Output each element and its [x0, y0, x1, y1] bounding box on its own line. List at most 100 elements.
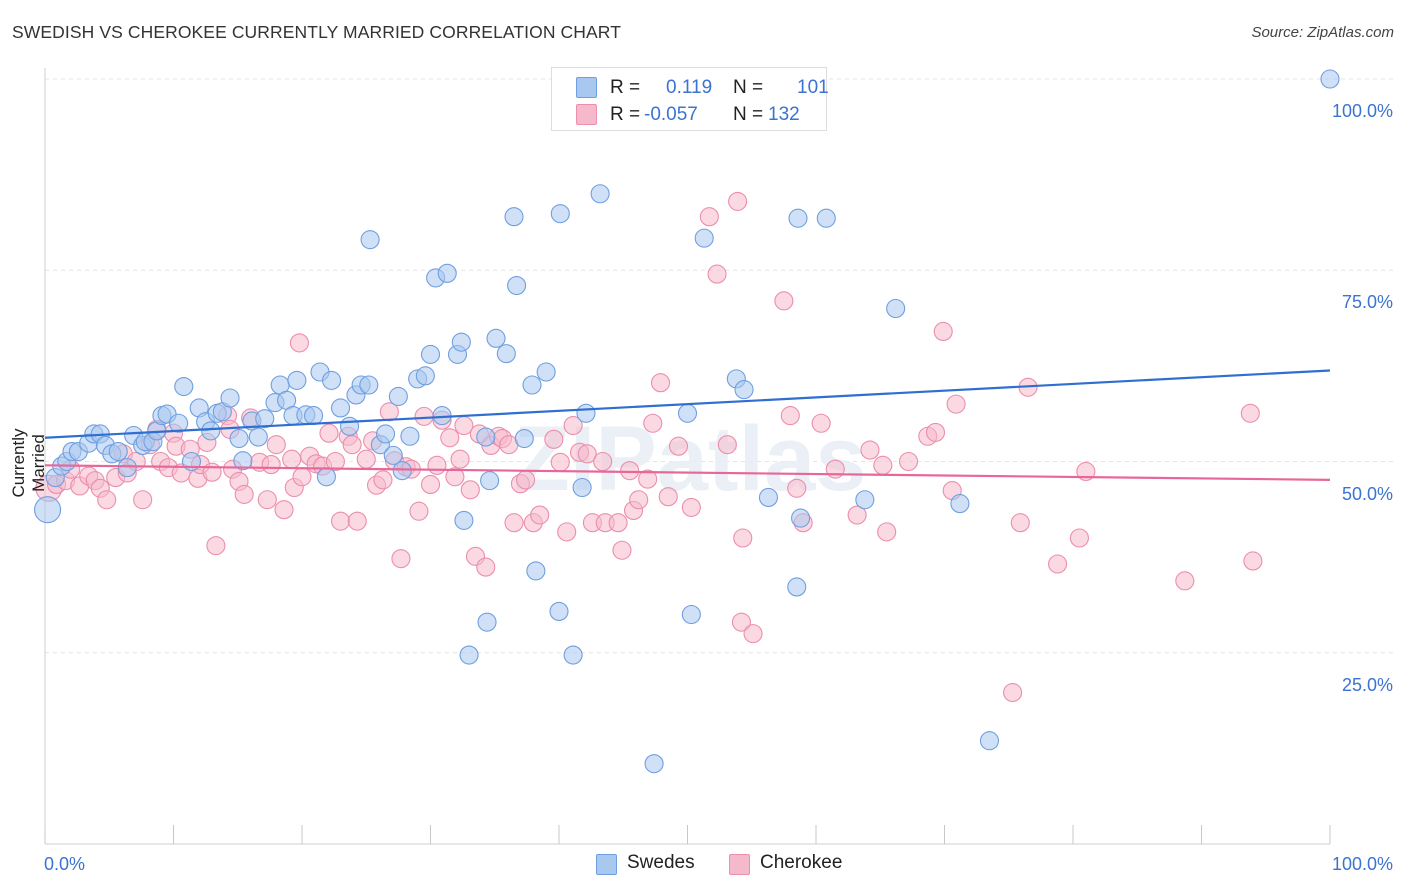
- cherokee-point: [476, 557, 496, 577]
- cherokee-point: [898, 451, 919, 472]
- swedes-point: [339, 416, 360, 436]
- swedes-point: [787, 577, 807, 597]
- swedes-point: [855, 490, 875, 510]
- swedes-trend-line: [44, 369, 1331, 439]
- swedes-point: [734, 380, 754, 400]
- cherokee-point: [877, 522, 897, 542]
- cherokee-point: [504, 513, 524, 533]
- cherokee-point: [593, 451, 613, 472]
- swedes-point: [201, 421, 221, 441]
- cherokee-point: [427, 455, 447, 475]
- cherokee-point: [717, 435, 737, 455]
- swedes-point: [359, 375, 379, 395]
- legend-cherokee-label: Cherokee: [760, 852, 843, 873]
- swedes-point: [287, 370, 307, 390]
- cherokee-point: [414, 406, 434, 426]
- swedes-point: [451, 332, 471, 352]
- swedes-point: [437, 263, 457, 283]
- swedes-point: [477, 612, 497, 632]
- swedes-point: [550, 204, 570, 224]
- swedes-point: [576, 403, 596, 423]
- cherokee-n-label: N =: [733, 104, 764, 125]
- swedes-point: [117, 458, 137, 478]
- cherokee-point: [1069, 528, 1089, 548]
- cherokee-point: [873, 455, 893, 475]
- cherokee-point: [577, 444, 597, 464]
- legend-swedes-swatch: [596, 854, 617, 875]
- cherokee-point: [409, 501, 429, 521]
- cherokee-point: [787, 478, 807, 498]
- cherokee-point: [550, 452, 570, 472]
- swedes-point: [383, 445, 403, 465]
- swedes-point: [108, 442, 128, 462]
- swedes-point: [304, 406, 324, 426]
- cherokee-point: [780, 406, 800, 426]
- swedes-point: [788, 208, 808, 228]
- swedes-n-value: 101: [797, 77, 829, 98]
- swedes-point: [504, 207, 524, 227]
- y-tick-label: 75.0%: [1342, 292, 1393, 312]
- swedes-point: [169, 413, 189, 433]
- cherokee-point: [629, 490, 649, 510]
- trend-lines: [44, 369, 1331, 481]
- swedes-point: [174, 376, 194, 397]
- cherokee-point: [557, 522, 577, 542]
- cherokee-point: [347, 511, 367, 531]
- cherokee-point: [516, 470, 536, 490]
- swedes-point: [514, 428, 534, 449]
- cherokee-point: [289, 333, 309, 353]
- cherokee-point: [847, 505, 867, 525]
- swedes-point: [248, 427, 268, 447]
- cherokee-point: [1240, 403, 1260, 423]
- cherokee-point: [257, 490, 277, 510]
- y-tick-label: 100.0%: [1332, 101, 1393, 121]
- y-axis-label: Currently Married: [9, 428, 48, 498]
- cherokee-point: [638, 469, 658, 489]
- swedes-point: [480, 471, 500, 491]
- cherokee-point: [946, 394, 966, 414]
- swedes-point: [572, 477, 592, 498]
- swedes-point: [322, 370, 342, 390]
- cherokee-point: [342, 435, 362, 455]
- swedes-point: [590, 184, 610, 204]
- cherokee-point: [643, 413, 663, 433]
- swedes-point: [950, 494, 970, 514]
- stats-box: R = 0.119 N = 101 R = -0.057 N = 132: [551, 67, 829, 131]
- cherokee-point: [282, 449, 302, 469]
- swedes-point: [454, 510, 474, 530]
- swedes-point: [791, 508, 811, 528]
- cherokee-point: [274, 500, 294, 520]
- swedes-point: [316, 467, 336, 487]
- cherokee-point: [266, 435, 286, 455]
- swedes-r-label: R =: [610, 77, 641, 98]
- swedes-point: [360, 230, 380, 250]
- cherokee-point: [445, 467, 465, 487]
- cherokee-point: [860, 440, 880, 460]
- cherokee-point: [925, 422, 946, 442]
- cherokee-point: [563, 415, 583, 436]
- swedes-point: [220, 388, 240, 408]
- cherokee-point: [292, 467, 312, 487]
- cherokee-trend-line: [44, 464, 1331, 481]
- cherokee-point: [668, 436, 689, 456]
- swedes-point: [681, 604, 701, 625]
- cherokee-point: [420, 474, 441, 495]
- swedes-point: [536, 362, 556, 382]
- cherokee-point: [1003, 682, 1023, 703]
- cherokee-point: [933, 321, 953, 342]
- cherokee-r-value: -0.057: [644, 104, 698, 125]
- swedes-point: [549, 601, 569, 621]
- chart-title: SWEDISH VS CHEROKEE CURRENTLY MARRIED CO…: [12, 22, 622, 42]
- cherokee-point: [1076, 461, 1096, 481]
- cherokee-point: [97, 490, 117, 510]
- swedes-point: [229, 428, 249, 449]
- cherokee-point: [743, 624, 763, 644]
- cherokee-point: [319, 423, 339, 443]
- x-tick-label: 0.0%: [44, 854, 85, 874]
- swedes-point: [255, 409, 275, 429]
- cherokee-point: [133, 490, 153, 510]
- cherokee-point: [1175, 571, 1195, 591]
- cherokee-point: [612, 540, 632, 560]
- swedes-point: [330, 398, 351, 418]
